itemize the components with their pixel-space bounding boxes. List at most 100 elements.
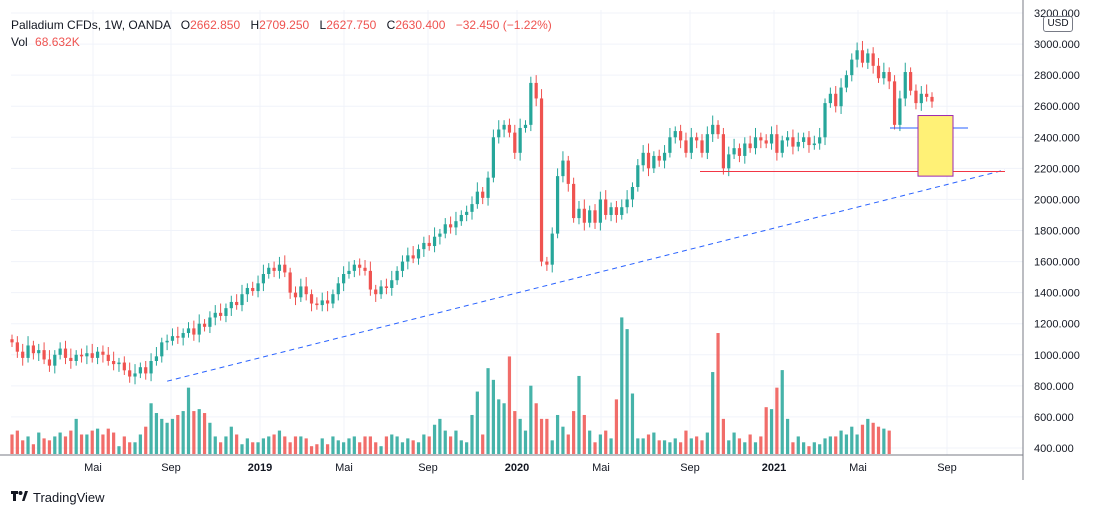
candle-body (224, 308, 228, 316)
volume-bar (882, 428, 886, 454)
candle-body (636, 165, 640, 187)
volume-bar (577, 375, 581, 454)
candle-body (743, 143, 747, 156)
candle-body (529, 82, 533, 125)
volume-bar (390, 434, 394, 454)
volume-label[interactable]: Vol (11, 35, 28, 49)
candle-body (764, 140, 768, 144)
volume-bar (684, 430, 688, 454)
volume-bar (15, 430, 19, 454)
volume-bar (288, 442, 292, 454)
volume-bar (780, 370, 784, 454)
candle-body (769, 134, 774, 144)
candle-body (876, 65, 881, 79)
x-tick-label: Mai (592, 462, 610, 474)
candle-body (63, 348, 68, 358)
candle-body (42, 350, 46, 360)
volume-bar (170, 418, 175, 454)
y-tick-label: 2200.000 (1034, 163, 1080, 175)
high-label: H (250, 18, 260, 32)
volume-bar (828, 436, 832, 454)
volume-bar (95, 428, 100, 454)
volume-bar (753, 442, 758, 454)
candle-body (785, 137, 790, 141)
candle-body (507, 124, 512, 133)
candle-body (721, 134, 725, 169)
volume-bar (497, 399, 501, 454)
volume-bar (336, 440, 340, 454)
volume-bar (737, 438, 742, 454)
volume-bar (529, 385, 533, 454)
candle-body (555, 176, 560, 234)
volume-bar (165, 422, 169, 454)
volume-bar (347, 438, 351, 454)
candle-body (69, 357, 73, 361)
volume-bar (839, 430, 843, 454)
volume-bar (277, 430, 282, 454)
volume-bar (85, 434, 89, 454)
volume-bar (850, 426, 854, 454)
candle-body (197, 323, 201, 335)
volume-bar (69, 430, 73, 454)
y-tick-label: 1000.000 (1034, 350, 1080, 362)
legend: Palladium CFDs, 1W, OANDA O2662.850 H270… (11, 17, 552, 51)
volume-bar (283, 436, 287, 454)
candle-body (475, 191, 479, 205)
volume-bar (251, 442, 255, 454)
volume-bar (58, 432, 62, 454)
x-tick-label: Sep (161, 462, 181, 474)
candle-body (325, 300, 330, 304)
volume-bar (176, 414, 180, 454)
volume-bar (834, 436, 838, 454)
candle-body (267, 267, 271, 274)
candle-body (646, 152, 651, 169)
tradingview-brand: TradingView (33, 490, 105, 505)
volume-bar (561, 426, 565, 454)
volume-bar (363, 436, 367, 454)
candle-body (95, 351, 100, 358)
candle-body (486, 177, 490, 198)
candle-body (411, 255, 415, 259)
volume-bar (53, 436, 57, 454)
candle-body (630, 187, 635, 200)
candle-body (748, 143, 752, 149)
volume-bar (90, 430, 94, 454)
candle-body (572, 183, 576, 219)
volume-bar (272, 434, 276, 454)
candle-body (416, 249, 421, 259)
candle-body (518, 127, 522, 153)
candle-body (679, 131, 683, 141)
candle-body (229, 301, 233, 309)
volume-bar (181, 411, 185, 454)
candle-body (604, 199, 608, 215)
candle-body (213, 312, 217, 318)
x-tick-label: 2019 (248, 462, 272, 474)
candle-body (812, 143, 816, 146)
x-tick-label: Mai (849, 462, 867, 474)
candle-body (780, 140, 784, 153)
candle-body (443, 224, 447, 234)
high-value: 2709.250 (259, 18, 310, 32)
candle-body (261, 274, 265, 284)
candle-body (170, 336, 175, 341)
volume-bar (555, 414, 560, 454)
low-value: 2627.750 (326, 18, 377, 32)
candle-body (192, 328, 196, 335)
symbol-title[interactable]: Palladium CFDs, 1W, OANDA (11, 18, 171, 32)
x-tick-label: Mai (84, 462, 102, 474)
volume-bar (539, 418, 544, 454)
candle-body (449, 224, 453, 228)
tradingview-logo[interactable]: TradingView (11, 490, 105, 505)
candle-body (368, 270, 372, 290)
volume-bar (689, 438, 693, 454)
candle-body (47, 359, 52, 366)
currency-badge[interactable]: USD (1043, 16, 1073, 32)
volume-bar (202, 413, 207, 454)
candle-body (133, 373, 137, 377)
candle-body (240, 294, 244, 306)
candle-body (288, 272, 292, 293)
candle-body (481, 191, 485, 198)
volume-bar (186, 387, 191, 454)
